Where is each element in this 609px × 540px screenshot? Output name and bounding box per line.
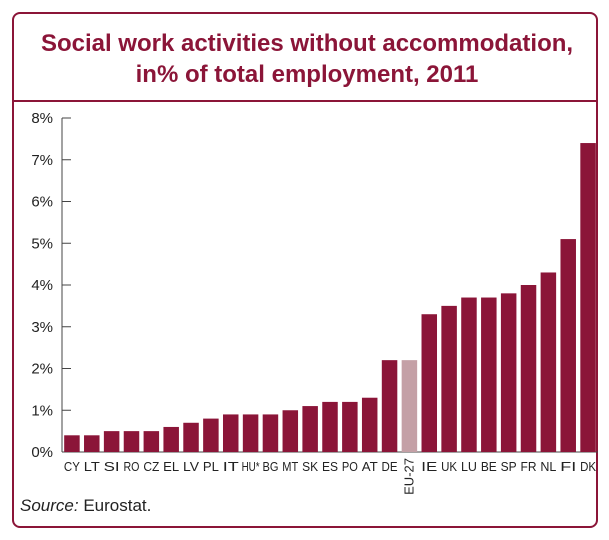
x-tick-label: EL [163, 459, 179, 474]
y-tick-label: 1% [31, 402, 53, 419]
bar [540, 272, 557, 452]
x-tick-label: LU [461, 459, 477, 474]
y-tick-label: 3% [31, 319, 53, 336]
bar [500, 293, 517, 452]
chart-title-line-1: Social work activities without accommoda… [40, 30, 574, 57]
x-tick-label: FR [521, 459, 537, 474]
x-tick-label: FI [560, 459, 576, 474]
y-tick-label: 7% [31, 152, 53, 169]
chart-title-line-2: in% of total employment, 2011 [135, 61, 479, 88]
bar [123, 431, 140, 452]
x-tick-label: PL [203, 459, 219, 474]
bar [421, 314, 438, 452]
x-tick-label: BE [481, 459, 497, 474]
x-tick-label: UK [441, 459, 457, 474]
y-tick-label: 2% [31, 361, 53, 378]
bar [262, 414, 279, 452]
bar [302, 406, 318, 452]
x-tick-label: ES [322, 459, 338, 474]
bar [461, 297, 477, 452]
y-tick-label: 6% [31, 194, 53, 211]
x-tick-label: IT [223, 459, 239, 474]
y-tick-label: 8% [31, 110, 53, 127]
bar [183, 422, 199, 452]
bar [481, 297, 497, 452]
chart-title: Social work activities without accommoda… [14, 28, 600, 90]
bar [64, 435, 80, 452]
bar [282, 410, 299, 452]
source-note: Source: Eurostat. [20, 496, 151, 516]
x-tick-label: RO [123, 459, 139, 474]
y-tick-label: 4% [31, 277, 53, 294]
x-tick-label: DK [580, 459, 596, 474]
bar [381, 360, 398, 452]
x-tick-label: CY [64, 459, 80, 474]
x-tick-label: NL [540, 459, 556, 474]
bar [361, 397, 378, 452]
x-tick-label: MT [282, 459, 298, 474]
bar [520, 285, 537, 452]
bar [322, 401, 338, 452]
bar [441, 305, 457, 452]
y-tick-label: 0% [31, 444, 53, 461]
source-text: Eurostat. [78, 496, 152, 515]
bar [143, 431, 160, 452]
bar [203, 418, 219, 452]
bar [103, 431, 120, 452]
x-tick-label: IE [421, 459, 437, 474]
x-tick-label: BG [262, 459, 278, 474]
bar [580, 143, 596, 453]
bar [342, 401, 358, 452]
x-tick-label: SP [501, 459, 517, 474]
x-tick-label: SK [302, 459, 318, 474]
x-tick-label: EU-27 [401, 458, 416, 495]
bar [242, 414, 259, 452]
x-tick-label: SI [104, 459, 120, 474]
y-tick-label: 5% [31, 235, 53, 252]
bar [560, 239, 576, 452]
bar [84, 435, 100, 452]
bar [163, 426, 179, 452]
bar [222, 414, 239, 452]
x-tick-label: PO [342, 459, 358, 474]
x-tick-label: DE [382, 459, 398, 474]
x-tick-label: CZ [143, 459, 159, 474]
title-divider [14, 100, 596, 102]
x-tick-label: LV [183, 459, 199, 474]
x-tick-label: LT [84, 459, 100, 474]
bar [401, 360, 418, 452]
x-tick-label: AT [362, 459, 378, 474]
source-label: Source: [20, 496, 79, 515]
x-tick-label: HU* [242, 459, 260, 474]
